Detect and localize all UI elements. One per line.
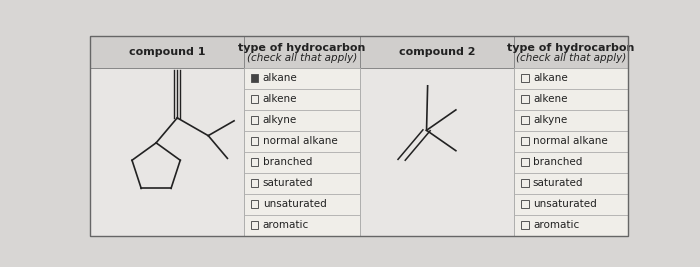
FancyBboxPatch shape	[244, 194, 360, 215]
FancyBboxPatch shape	[360, 68, 514, 235]
FancyBboxPatch shape	[514, 172, 629, 194]
Text: aromatic: aromatic	[533, 220, 579, 230]
Text: branched: branched	[533, 157, 582, 167]
FancyBboxPatch shape	[521, 116, 528, 124]
FancyBboxPatch shape	[521, 179, 528, 187]
FancyBboxPatch shape	[514, 36, 629, 68]
Text: normal alkane: normal alkane	[533, 136, 608, 146]
FancyBboxPatch shape	[521, 95, 528, 103]
FancyBboxPatch shape	[90, 68, 244, 235]
FancyBboxPatch shape	[251, 221, 258, 229]
FancyBboxPatch shape	[514, 152, 629, 172]
FancyBboxPatch shape	[90, 36, 244, 68]
Text: type of hydrocarbon: type of hydrocarbon	[508, 43, 635, 53]
FancyBboxPatch shape	[514, 194, 629, 215]
FancyBboxPatch shape	[244, 215, 360, 235]
Text: alkene: alkene	[262, 94, 298, 104]
Text: branched: branched	[262, 157, 312, 167]
Text: unsaturated: unsaturated	[262, 199, 326, 209]
Text: alkane: alkane	[533, 73, 568, 83]
FancyBboxPatch shape	[514, 131, 629, 152]
Text: normal alkane: normal alkane	[262, 136, 337, 146]
FancyBboxPatch shape	[521, 74, 528, 82]
Text: saturated: saturated	[533, 178, 583, 188]
Text: alkane: alkane	[262, 73, 298, 83]
Text: alkene: alkene	[533, 94, 568, 104]
Text: unsaturated: unsaturated	[533, 199, 596, 209]
FancyBboxPatch shape	[244, 109, 360, 131]
Text: saturated: saturated	[262, 178, 313, 188]
FancyBboxPatch shape	[521, 158, 528, 166]
Text: compound 1: compound 1	[129, 47, 205, 57]
FancyBboxPatch shape	[360, 36, 514, 68]
Text: (check all that apply): (check all that apply)	[516, 53, 626, 63]
FancyBboxPatch shape	[244, 68, 360, 89]
FancyBboxPatch shape	[244, 152, 360, 172]
FancyBboxPatch shape	[251, 74, 258, 82]
Text: alkyne: alkyne	[262, 115, 297, 125]
FancyBboxPatch shape	[244, 172, 360, 194]
Text: aromatic: aromatic	[262, 220, 309, 230]
FancyBboxPatch shape	[251, 116, 258, 124]
FancyBboxPatch shape	[244, 131, 360, 152]
FancyBboxPatch shape	[521, 200, 528, 208]
Text: (check all that apply): (check all that apply)	[246, 53, 357, 63]
Text: alkyne: alkyne	[533, 115, 567, 125]
Text: compound 2: compound 2	[398, 47, 475, 57]
FancyBboxPatch shape	[521, 137, 528, 145]
FancyBboxPatch shape	[251, 137, 258, 145]
FancyBboxPatch shape	[244, 36, 360, 68]
FancyBboxPatch shape	[251, 200, 258, 208]
FancyBboxPatch shape	[514, 68, 629, 89]
FancyBboxPatch shape	[251, 95, 258, 103]
FancyBboxPatch shape	[251, 158, 258, 166]
FancyBboxPatch shape	[514, 215, 629, 235]
Text: type of hydrocarbon: type of hydrocarbon	[238, 43, 365, 53]
FancyBboxPatch shape	[514, 89, 629, 109]
FancyBboxPatch shape	[251, 179, 258, 187]
FancyBboxPatch shape	[521, 221, 528, 229]
FancyBboxPatch shape	[514, 109, 629, 131]
FancyBboxPatch shape	[244, 89, 360, 109]
